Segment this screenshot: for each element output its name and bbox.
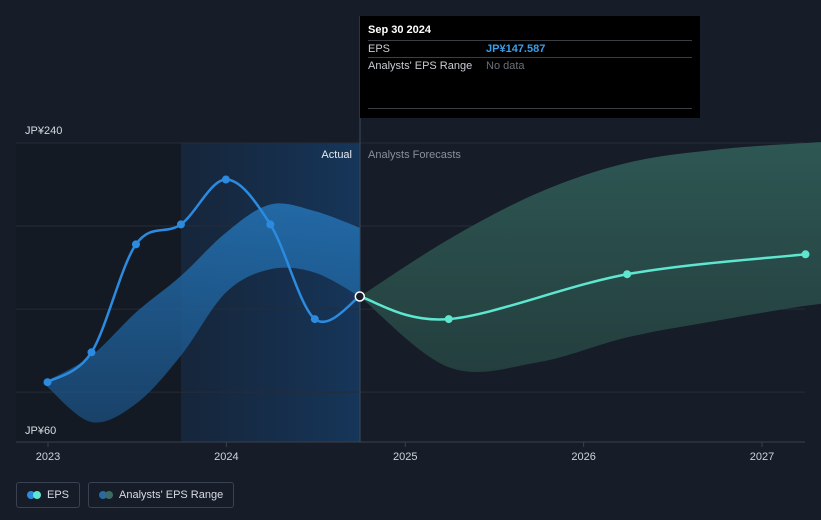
- tooltip-divider: [368, 108, 692, 109]
- eps-forecast-point: [623, 270, 632, 279]
- x-tick-label: 2027: [750, 451, 774, 463]
- section-label-forecast: Analysts Forecasts: [368, 149, 461, 161]
- legend-range-button[interactable]: Analysts' EPS Range: [88, 482, 235, 508]
- x-tick-label: 2024: [214, 451, 238, 463]
- range-band-past: [47, 203, 360, 423]
- tooltip-range-value: No data: [486, 60, 525, 72]
- eps-lines: [46, 178, 806, 384]
- tooltip-eps-row: EPS JP¥147.587: [368, 40, 692, 57]
- range-legend-icon: [99, 491, 114, 499]
- legend-eps-button[interactable]: EPS: [16, 482, 81, 508]
- eps-forecast-point: [801, 250, 810, 259]
- eps-forecast-point: [444, 315, 453, 324]
- tooltip-range-label: Analysts' EPS Range: [368, 60, 473, 72]
- eps-actual-point: [43, 378, 52, 387]
- eps-points: [43, 175, 810, 387]
- tooltip-eps-label: EPS: [368, 43, 391, 55]
- eps-legend-icon: [27, 491, 41, 499]
- x-tick-label: 2026: [571, 451, 595, 463]
- eps-actual-point: [221, 175, 230, 184]
- tooltip-range-row: Analysts' EPS Range No data: [368, 57, 692, 74]
- range-band-forecast: [359, 142, 821, 372]
- eps-actual-line: [46, 178, 361, 384]
- legend-range-label: Analysts' EPS Range: [119, 489, 224, 501]
- tooltip: Sep 30 2024 EPS JP¥147.587 Analysts' EPS…: [360, 16, 700, 118]
- eps-actual-point: [310, 315, 319, 324]
- eps-actual-point: [176, 220, 185, 229]
- legend-eps-label: EPS: [47, 489, 70, 501]
- section-label-actual: Actual: [321, 149, 352, 161]
- tooltip-eps-value: JP¥147.587: [486, 43, 546, 55]
- eps-forecast-line: [359, 253, 806, 321]
- tooltip-date: Sep 30 2024: [368, 24, 431, 36]
- legend: EPS Analysts' EPS Range: [16, 482, 235, 508]
- x-tick-label: 2025: [393, 451, 417, 463]
- x-tick-label: 2023: [36, 451, 60, 463]
- y-label-top: JP¥240: [25, 125, 62, 137]
- eps-actual-point: [87, 348, 96, 357]
- eps-actual-point: [266, 220, 275, 229]
- x-axis-ticks: 2023 2024 2025 2026 2027: [36, 442, 774, 463]
- eps-actual-point: [131, 240, 140, 249]
- eps-highlight-point: [354, 291, 366, 302]
- y-label-bottom: JP¥60: [25, 425, 56, 437]
